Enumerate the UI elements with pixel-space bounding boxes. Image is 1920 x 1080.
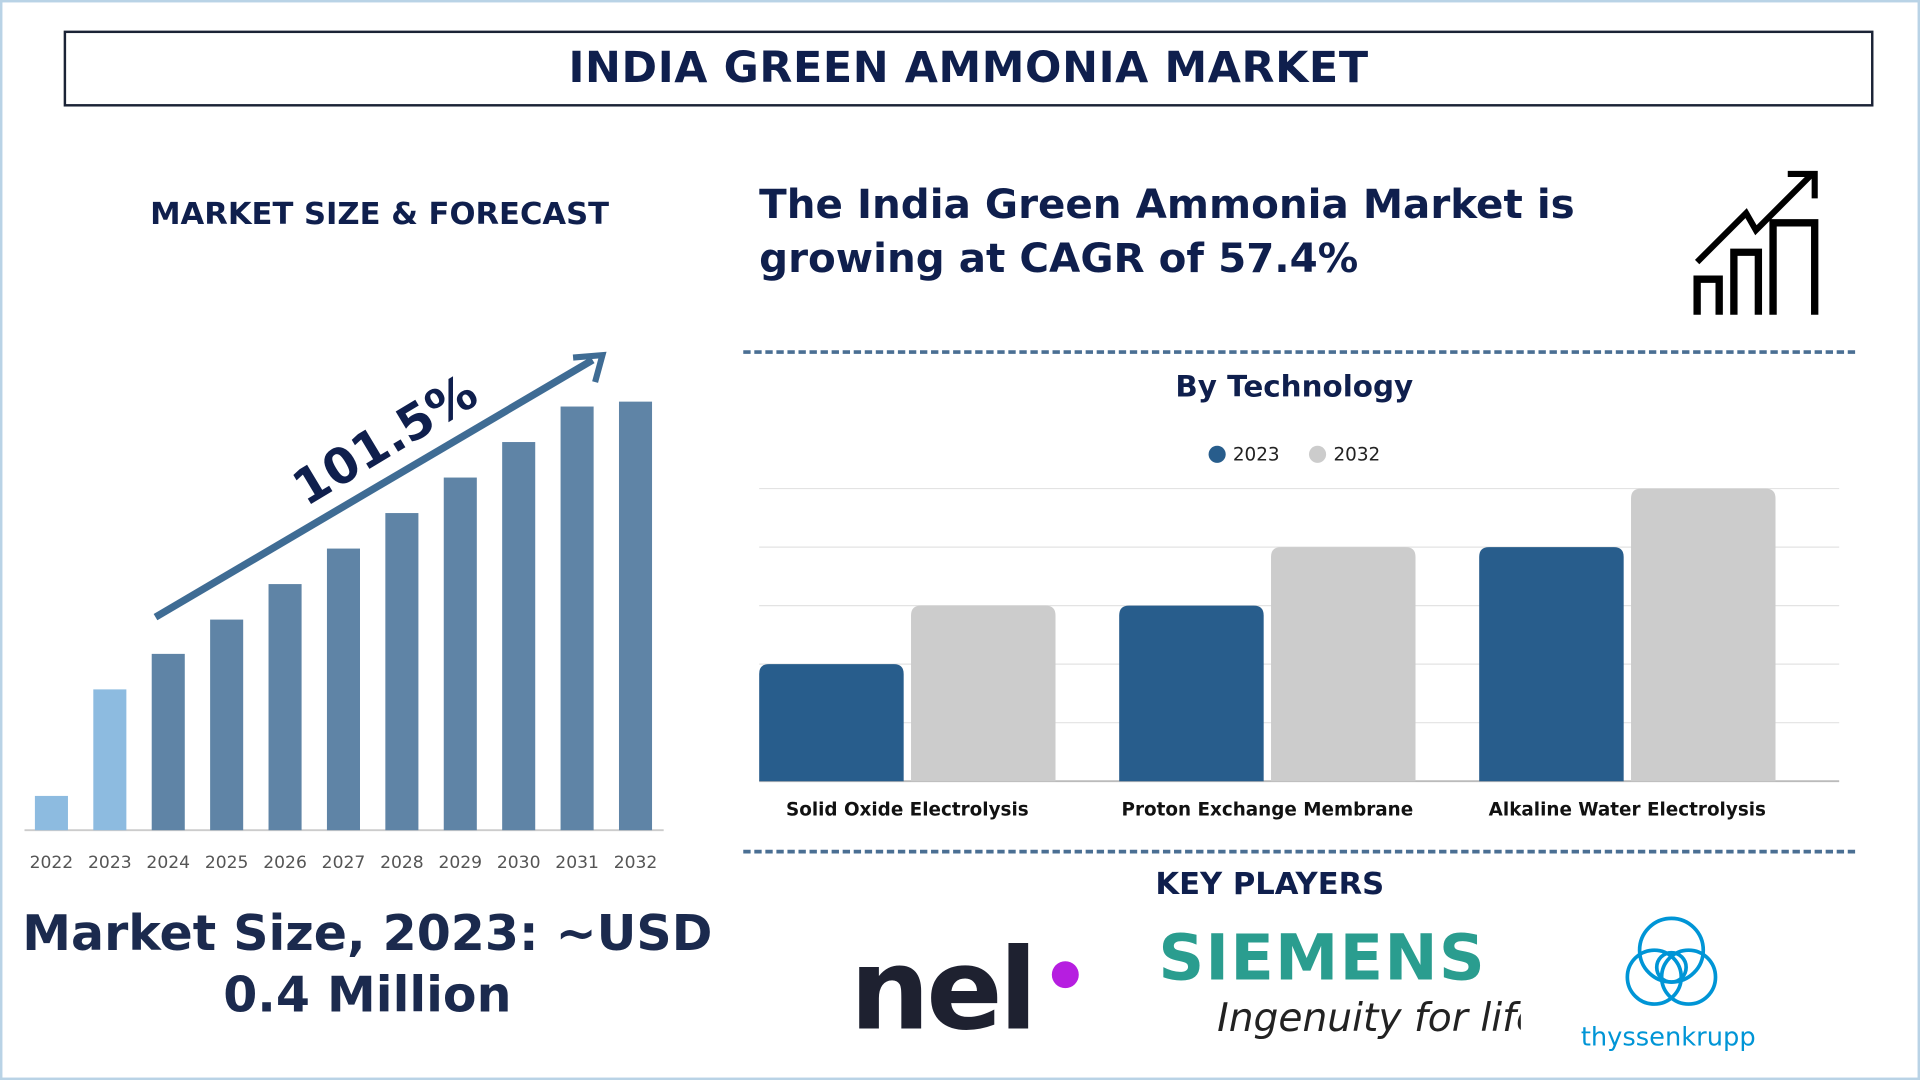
tech-chart-title: By Technology	[1175, 369, 1414, 405]
market-forecast-chart: 2022 2023 2024 2025 2026 2027 2028 2029 2030 2031…	[24, 351, 664, 873]
bar-2022	[34, 795, 68, 831]
key-players-heading: KEY PLAYERS	[1155, 865, 1385, 902]
tech-legend: 2023 2032	[743, 443, 1845, 465]
growth-chart-icon	[1693, 170, 1819, 315]
svg-text:SIEMENS: SIEMENS	[1158, 922, 1486, 996]
x-tick-label: 2029	[438, 853, 482, 873]
bar-2027	[326, 548, 361, 831]
title-banner: INDIA GREEN AMMONIA MARKET	[63, 30, 1874, 107]
category-label: Alkaline Water Electrolysis	[1489, 800, 1766, 821]
x-tick-label: 2026	[263, 853, 307, 873]
arrow-head-icon	[572, 351, 607, 383]
legend-label: 2023	[1232, 443, 1280, 466]
bar-2024	[151, 653, 185, 831]
cagr-line1: The India Green Ammonia Market is	[759, 180, 1575, 228]
legend-swatch	[1308, 445, 1327, 463]
bar-2032	[1631, 488, 1776, 782]
x-tick-label: 2022	[30, 853, 74, 873]
nel-logo: nel	[850, 924, 1079, 1044]
x-tick-label: 2023	[88, 853, 132, 873]
cagr-line2: growing at CAGR of 57.4%	[759, 233, 1359, 282]
bar-2030	[502, 442, 536, 831]
market-size-line2: 0.4 Million	[223, 967, 512, 1024]
divider	[743, 350, 1856, 354]
bar-2029	[443, 477, 477, 831]
x-tick-label: 2030	[497, 853, 541, 873]
bar-2032	[618, 401, 653, 831]
category-label: Proton Exchange Membrane	[1121, 800, 1413, 821]
x-tick-label: 2031	[555, 853, 599, 873]
divider	[743, 849, 1856, 854]
svg-text:nel: nel	[850, 924, 1034, 1044]
thyssenkrupp-logo: thyssenkrupp	[1581, 916, 1756, 1053]
bar-2023	[1119, 605, 1264, 782]
x-tick-label: 2027	[322, 853, 366, 873]
svg-text:thyssenkrupp: thyssenkrupp	[1581, 1023, 1756, 1053]
legend-item-2023: 2023	[1208, 443, 1280, 466]
bar-2023	[759, 664, 904, 782]
x-tick-label: 2025	[205, 853, 249, 873]
bar-2026	[268, 584, 302, 831]
legend-item-2032: 2032	[1308, 443, 1381, 466]
bar-2032	[1271, 547, 1416, 782]
x-tick-label: 2024	[146, 853, 190, 873]
bar-2032	[911, 605, 1056, 782]
growth-arrow-line	[153, 356, 595, 621]
category-label: Solid Oxide Electrolysis	[786, 800, 1029, 821]
legend-swatch	[1208, 445, 1226, 463]
bar-2028	[385, 513, 419, 831]
bar-2025	[210, 619, 244, 831]
bar-2031	[560, 406, 594, 831]
forecast-heading: MARKET SIZE & FORECAST	[150, 195, 610, 232]
x-tick-label: 2028	[380, 853, 424, 873]
bar-2023	[93, 689, 127, 831]
x-tick-label: 2032	[614, 853, 658, 873]
market-size-line1: Market Size, 2023: ~USD	[22, 906, 713, 963]
page-title: INDIA GREEN AMMONIA MARKET	[568, 44, 1369, 94]
siemens-logo: SIEMENS Ingenuity for life	[1158, 922, 1521, 1041]
market-size-text: Market Size, 2023: ~USD 0.4 Million	[2, 904, 732, 1026]
svg-text:Ingenuity for life: Ingenuity for life	[1217, 996, 1521, 1041]
legend-label: 2032	[1333, 443, 1381, 466]
technology-chart: Solid Oxide Electrolysis Proton Exchange …	[759, 487, 1840, 821]
bar-2023	[1479, 547, 1624, 782]
cagr-text: The India Green Ammonia Market is growin…	[759, 178, 1575, 286]
